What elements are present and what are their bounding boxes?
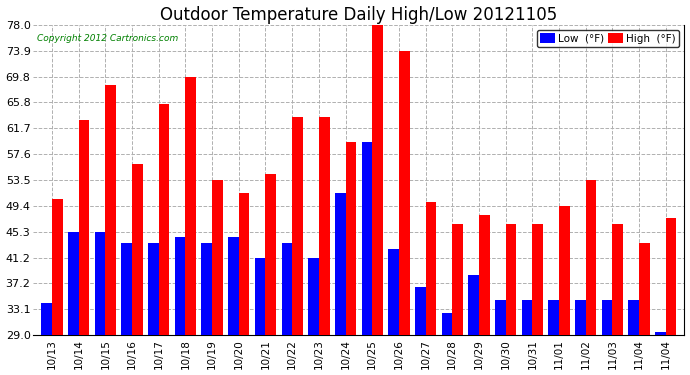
Bar	[292, 117, 303, 335]
Bar	[506, 224, 516, 335]
Bar	[586, 180, 596, 335]
Bar	[148, 243, 159, 335]
Bar	[68, 232, 79, 335]
Bar	[121, 243, 132, 335]
Bar	[629, 300, 639, 335]
Bar	[602, 300, 613, 335]
Bar	[239, 192, 250, 335]
Bar	[52, 199, 63, 335]
Text: Copyright 2012 Cartronics.com: Copyright 2012 Cartronics.com	[37, 34, 178, 44]
Bar	[559, 206, 570, 335]
Bar	[415, 287, 426, 335]
Bar	[495, 300, 506, 335]
Bar	[452, 224, 463, 335]
Bar	[426, 202, 436, 335]
Bar	[522, 300, 533, 335]
Legend: Low  (°F), High  (°F): Low (°F), High (°F)	[537, 30, 679, 47]
Bar	[79, 120, 90, 335]
Bar	[132, 164, 143, 335]
Bar	[575, 300, 586, 335]
Bar	[479, 214, 490, 335]
Bar	[346, 142, 356, 335]
Bar	[41, 303, 52, 335]
Bar	[372, 25, 383, 335]
Bar	[212, 180, 223, 335]
Bar	[308, 258, 319, 335]
Bar	[655, 332, 666, 335]
Bar	[201, 243, 212, 335]
Bar	[175, 237, 186, 335]
Bar	[282, 243, 292, 335]
Bar	[255, 258, 266, 335]
Bar	[319, 117, 330, 335]
Title: Outdoor Temperature Daily High/Low 20121105: Outdoor Temperature Daily High/Low 20121…	[160, 6, 558, 24]
Bar	[442, 313, 452, 335]
Bar	[186, 77, 196, 335]
Bar	[159, 104, 170, 335]
Bar	[533, 224, 543, 335]
Bar	[666, 218, 676, 335]
Bar	[362, 142, 372, 335]
Bar	[469, 274, 479, 335]
Bar	[266, 174, 276, 335]
Bar	[639, 243, 650, 335]
Bar	[549, 300, 559, 335]
Bar	[106, 85, 116, 335]
Bar	[399, 51, 410, 335]
Bar	[95, 232, 106, 335]
Bar	[613, 224, 623, 335]
Bar	[388, 249, 399, 335]
Bar	[335, 192, 346, 335]
Bar	[228, 237, 239, 335]
